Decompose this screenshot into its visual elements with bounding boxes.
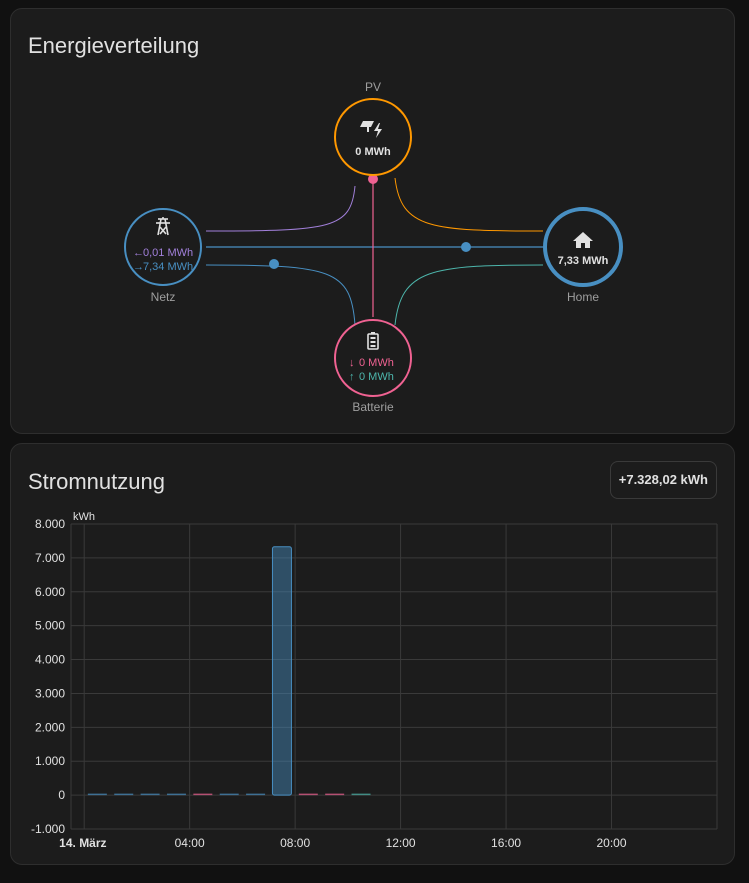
flow-dot-pv-battery [368, 174, 378, 184]
y-axis-unit-label: kWh [73, 511, 95, 523]
battery-in-value: 0 MWh [359, 357, 394, 369]
y-tick-label: 1.000 [35, 754, 65, 768]
y-tick-label: 2.000 [35, 720, 65, 734]
battery-out-value: 0 MWh [359, 371, 394, 383]
chart-bar[interactable] [351, 793, 371, 796]
pv-node[interactable]: PV 0 MWh [334, 80, 412, 176]
x-tick-label: 20:00 [597, 836, 627, 850]
y-tick-label: 6.000 [35, 585, 65, 599]
solar-power-icon [360, 121, 382, 138]
battery-out-arrow: ↑ [349, 371, 355, 383]
chart-bars [87, 546, 371, 796]
chart-bar[interactable] [246, 793, 266, 796]
chart-bar[interactable] [166, 793, 186, 796]
x-axis-ticks: 14. März 04:00 08:00 12:00 16:00 20:00 [59, 836, 627, 850]
y-axis-ticks: 8.000 7.000 6.000 5.000 4.000 3.000 2.000 1.000… [31, 517, 65, 836]
y-tick-label: 5.000 [35, 619, 65, 633]
home-node[interactable]: 7,33 MWh Home [543, 207, 623, 304]
x-tick-label: 16:00 [491, 836, 521, 850]
grid-consumed-value: 7,34 MWh [143, 261, 193, 273]
chart-bar[interactable] [298, 793, 318, 796]
battery-in-arrow: ↓ [349, 357, 355, 369]
y-tick-label: 7.000 [35, 551, 65, 565]
home-icon [573, 232, 593, 248]
chart-bar[interactable] [325, 793, 345, 796]
x-tick-label: 14. März [59, 836, 106, 850]
transmission-tower-icon [156, 217, 170, 236]
pv-label: PV [365, 80, 381, 94]
chart-bar[interactable] [114, 793, 134, 796]
flow-grid-battery [205, 264, 356, 326]
home-label: Home [567, 290, 599, 304]
pv-value: 0 MWh [355, 146, 391, 158]
chart-bar[interactable] [271, 546, 292, 796]
battery-icon [367, 332, 379, 350]
y-tick-label: 4.000 [35, 653, 65, 667]
y-tick-label: -1.000 [31, 822, 65, 836]
chart-bar[interactable] [140, 793, 160, 796]
grid-node[interactable]: ← 0,01 MWh → 7,34 MWh Netz [124, 208, 202, 304]
power-usage-card: Stromnutzung +7.328,02 kWh kWh 8.000 7.00… [10, 443, 735, 865]
flow-pv-grid [205, 185, 356, 232]
grid-consumed-arrow: → [133, 261, 144, 273]
x-tick-label: 04:00 [175, 836, 205, 850]
x-tick-label: 12:00 [386, 836, 416, 850]
total-usage-badge[interactable]: +7.328,02 kWh [609, 461, 717, 499]
chart-grid [70, 523, 718, 830]
y-tick-label: 3.000 [35, 686, 65, 700]
y-tick-label: 8.000 [35, 517, 65, 531]
chart-bar[interactable] [193, 793, 213, 796]
usage-card-title: Stromnutzung [28, 469, 165, 494]
usage-bar-chart[interactable]: kWh 8.000 7.000 6.000 5.000 4.000 3.000 2.000 1… [11, 444, 736, 866]
chart-bar[interactable] [219, 793, 239, 796]
flow-battery-home [394, 264, 544, 326]
grid-returned-arrow: ← [133, 247, 144, 259]
y-tick-label: 0 [58, 788, 65, 802]
x-tick-label: 08:00 [280, 836, 310, 850]
battery-label: Batterie [352, 400, 394, 414]
flow-pv-home [394, 177, 544, 232]
battery-node[interactable]: ↓ 0 MWh ↑ 0 MWh Batterie [334, 319, 412, 414]
flow-dot-grid-home [461, 242, 471, 252]
energy-distribution-card: Energieverteilung PV 0 MWh [10, 8, 735, 434]
chart-bar[interactable] [87, 793, 107, 796]
flow-dot-grid-battery [269, 259, 279, 269]
grid-returned-value: 0,01 MWh [143, 247, 193, 259]
energy-flow-diagram: PV 0 MWh ← 0,01 MWh → [124, 80, 623, 414]
grid-label: Netz [151, 290, 176, 304]
home-value: 7,33 MWh [558, 255, 609, 267]
energy-card-title: Energieverteilung [28, 33, 200, 58]
